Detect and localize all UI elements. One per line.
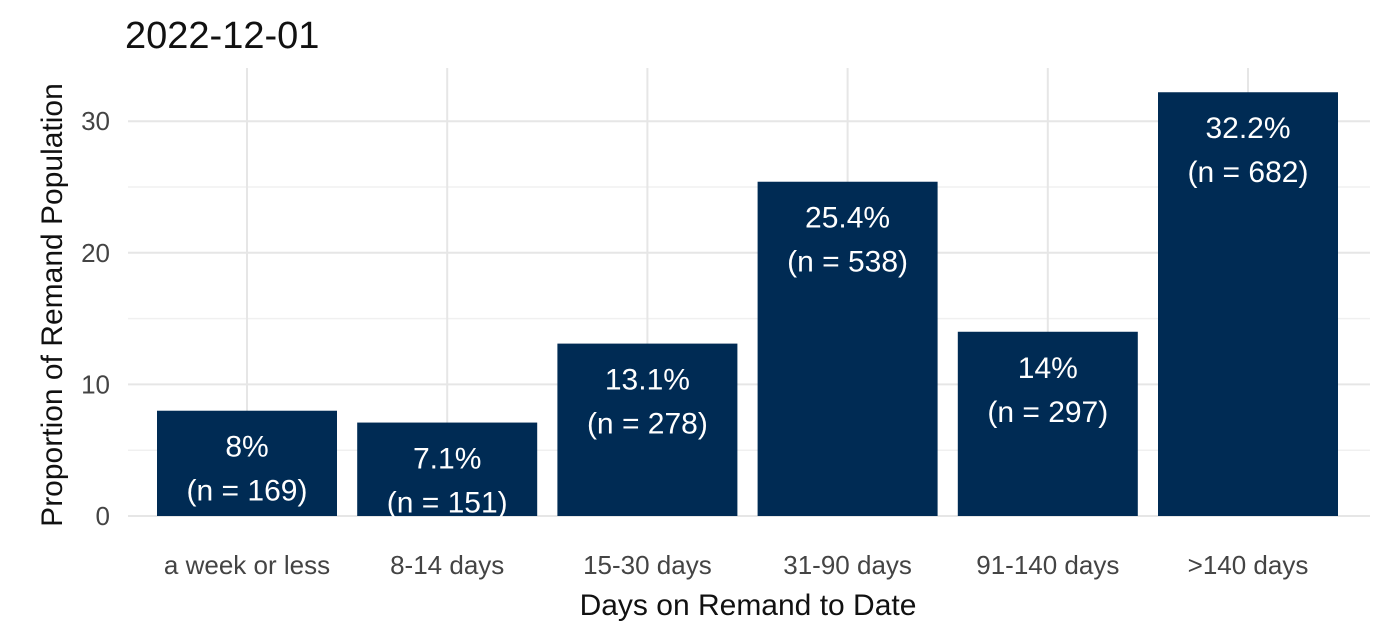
x-axis-ticks: a week or less 8-14 days 15-30 days 31-90 d… (164, 550, 1308, 580)
x-tick-label: >140 days (1188, 550, 1309, 580)
y-axis-ticks: 0 10 20 30 (81, 106, 110, 531)
x-tick-label: 91-140 days (976, 550, 1119, 580)
bar-count-label: (n = 682) (1188, 156, 1309, 189)
bar-count-label: (n = 278) (587, 408, 708, 441)
bar (157, 410, 337, 516)
bar-count-label: (n = 151) (387, 487, 508, 520)
bar-count-label: (n = 538) (787, 246, 908, 279)
bar (357, 422, 538, 516)
bar (757, 181, 938, 516)
y-axis-title: Proportion of Remand Population (36, 83, 69, 527)
x-tick-label: a week or less (164, 550, 330, 580)
y-tick-label: 0 (96, 501, 110, 531)
y-tick-label: 30 (81, 106, 110, 136)
bar-count-label: (n = 169) (187, 475, 308, 508)
x-tick-label: 8-14 days (390, 550, 504, 580)
bar (1158, 92, 1338, 517)
bar-labels: 8% (n = 169) 7.1% (n = 151) 13.1% (n = 278) 25… (187, 112, 1309, 519)
x-tick-label: 15-30 days (583, 550, 712, 580)
bar-count-label: (n = 297) (987, 396, 1108, 429)
bar (957, 331, 1138, 516)
bar-percent-label: 32.2% (1205, 112, 1290, 145)
bar-percent-label: 25.4% (805, 202, 890, 235)
bars (157, 92, 1338, 517)
y-tick-label: 20 (81, 238, 110, 268)
y-tick-label: 10 (81, 369, 110, 399)
x-tick-label: 31-90 days (783, 550, 912, 580)
bar-percent-label: 8% (225, 431, 268, 464)
bar (557, 343, 738, 516)
chart-title: 2022-12-01 (125, 15, 319, 57)
x-axis-title: Days on Remand to Date (580, 589, 917, 622)
bar-percent-label: 13.1% (605, 364, 690, 397)
bar-percent-label: 14% (1018, 352, 1078, 385)
bar-percent-label: 7.1% (413, 443, 481, 476)
